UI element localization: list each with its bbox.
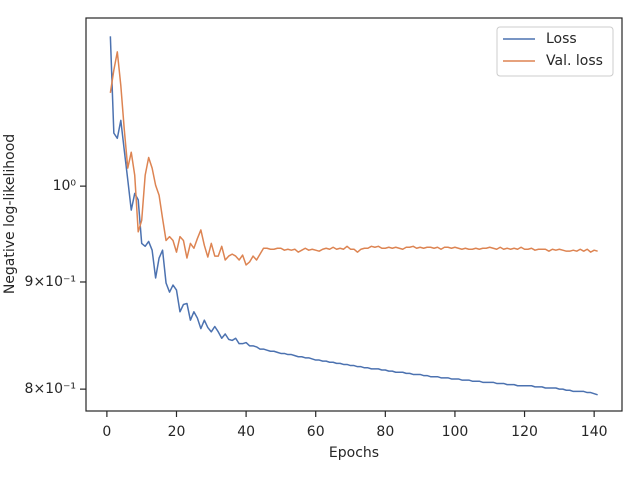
legend-label: Val. loss xyxy=(546,53,603,69)
x-tick-label: 100 xyxy=(442,424,469,440)
x-tick-label: 80 xyxy=(376,424,394,440)
plot-frame xyxy=(85,17,623,412)
series-line xyxy=(109,36,598,396)
x-tick-label: 40 xyxy=(237,424,255,440)
y-tick-label: 10⁰ xyxy=(53,178,77,194)
x-tick-label: 140 xyxy=(581,424,608,440)
x-tick-label: 20 xyxy=(168,424,186,440)
x-axis-label: Epochs xyxy=(329,445,379,461)
series-line xyxy=(109,51,598,266)
y-tick-label: 9×10⁻¹ xyxy=(25,274,76,290)
y-tick-label: 8×10⁻¹ xyxy=(25,381,76,397)
legend-label: Loss xyxy=(546,31,577,47)
x-tick-label: 0 xyxy=(102,424,111,440)
x-tick-label: 60 xyxy=(307,424,325,440)
y-axis-label: Negative log-likelihood xyxy=(2,134,18,294)
x-tick-label: 120 xyxy=(511,424,538,440)
